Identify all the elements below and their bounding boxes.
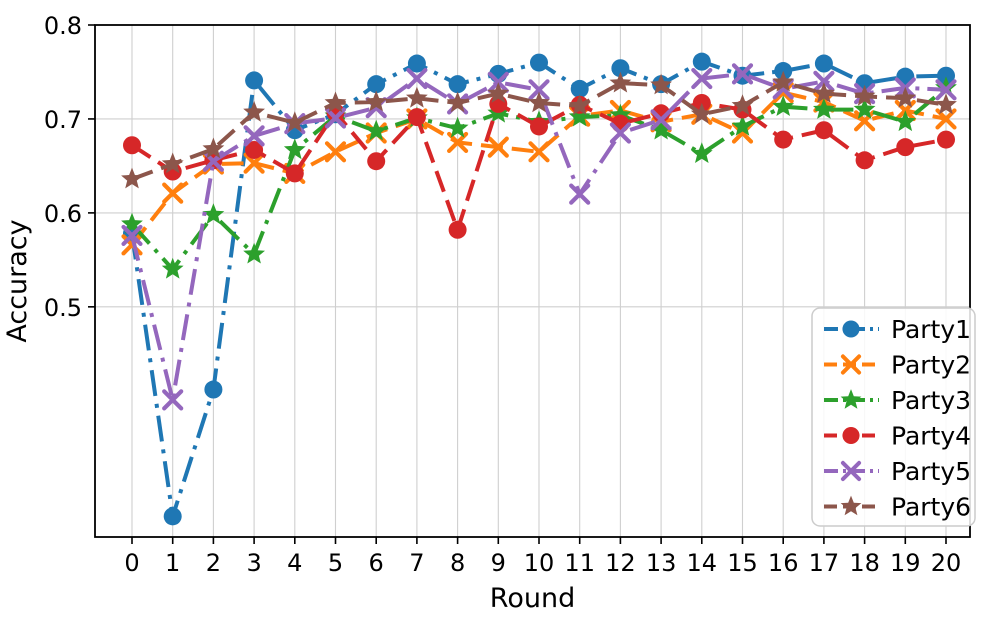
x-axis-label: Round — [490, 583, 575, 614]
x-tick-label: 10 — [524, 549, 555, 577]
x-tick-label: 20 — [931, 549, 962, 577]
legend-item-party2: Party2 — [824, 351, 971, 380]
y-tick-label: 0.8 — [44, 12, 82, 40]
y-axis-label: Accuracy — [2, 219, 33, 342]
legend-label: Party5 — [891, 457, 971, 486]
x-tick-label: 13 — [646, 549, 677, 577]
y-tick-label: 0.7 — [44, 106, 82, 134]
x-tick-label: 12 — [605, 549, 636, 577]
x-tick-label: 0 — [124, 549, 139, 577]
x-tick-label: 9 — [491, 549, 506, 577]
x-tick-label: 1 — [165, 549, 180, 577]
legend-item-party1: Party1 — [824, 315, 971, 344]
x-tick-label: 11 — [564, 549, 595, 577]
x-tick-label: 4 — [287, 549, 302, 577]
legend-label: Party2 — [891, 351, 971, 380]
y-tick-label: 0.5 — [44, 294, 82, 322]
x-tick-label: 16 — [768, 549, 799, 577]
legend-label: Party6 — [891, 493, 971, 522]
x-tick-label: 17 — [809, 549, 840, 577]
y-tick-label: 0.6 — [44, 200, 82, 228]
x-tick-label: 8 — [450, 549, 465, 577]
x-axis: 0 1 2 3 4 5 6 7 8 9 10 11 12 13 14 15 16 17 18 19 20 — [124, 537, 961, 577]
x-tick-label: 6 — [369, 549, 384, 577]
legend-label: Party4 — [891, 422, 971, 451]
series-party6 — [121, 70, 957, 189]
x-tick-label: 14 — [687, 549, 718, 577]
x-tick-label: 19 — [890, 549, 921, 577]
legend-item-party6: Party6 — [824, 493, 971, 522]
x-tick-label: 5 — [328, 549, 343, 577]
legend: Party1 Party2 Party3 Party4 Party5 Party6 — [811, 307, 976, 527]
plot-border — [94, 24, 971, 538]
legend-label: Party3 — [891, 386, 971, 415]
y-axis: 0.5 0.6 0.7 0.8 — [44, 12, 95, 322]
x-tick-label: 15 — [727, 549, 758, 577]
legend-item-party5: Party5 — [824, 457, 971, 486]
x-tick-label: 18 — [849, 549, 880, 577]
x-tick-label: 2 — [206, 549, 221, 577]
x-tick-label: 7 — [409, 549, 424, 577]
legend-label: Party1 — [891, 315, 971, 344]
legend-item-party3: Party3 — [824, 386, 971, 415]
x-tick-label: 3 — [246, 549, 261, 577]
legend-item-party4: Party4 — [824, 422, 971, 451]
